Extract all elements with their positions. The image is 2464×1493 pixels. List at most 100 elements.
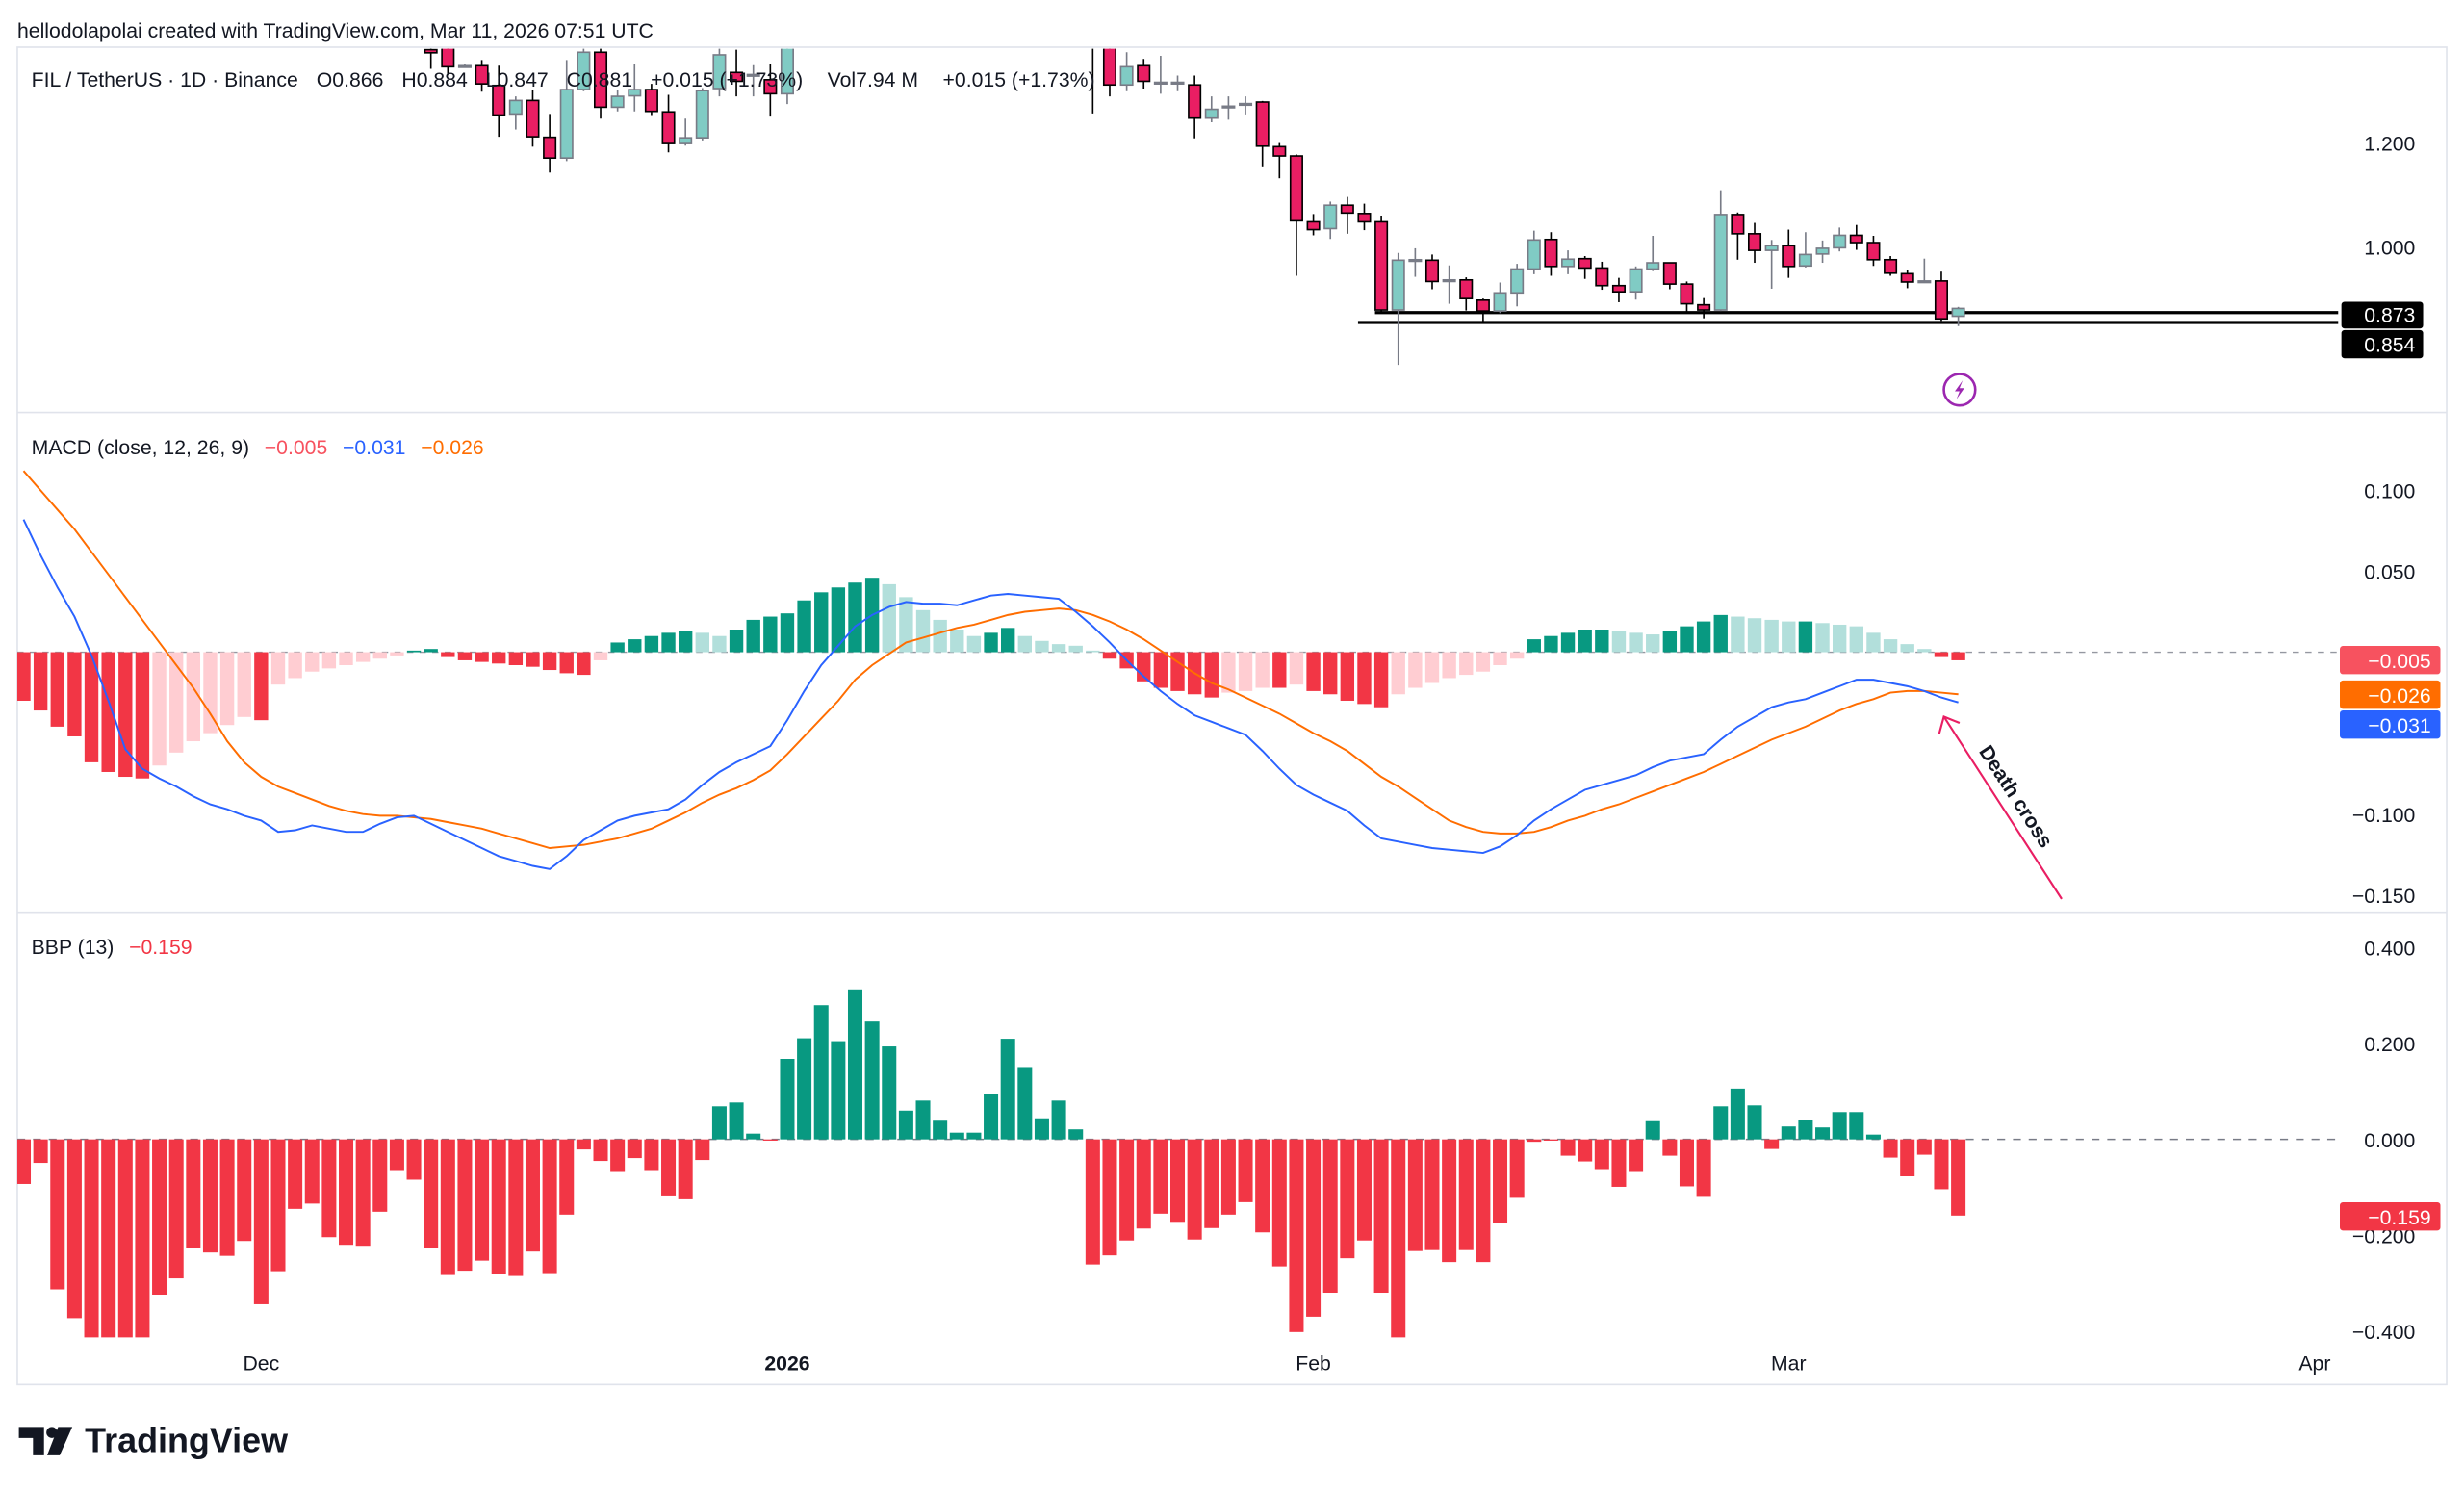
bbp-bar — [1509, 1139, 1525, 1198]
bbp-bar — [593, 1139, 608, 1162]
svg-text:−0.031: −0.031 — [2368, 715, 2431, 737]
candle-down — [1340, 204, 1354, 215]
low-value: 0.847 — [498, 69, 549, 91]
bbp-bar — [304, 1139, 320, 1204]
bbp-bar — [1747, 1105, 1762, 1140]
bbp-bar — [1407, 1139, 1423, 1251]
macd-histogram-bar — [1713, 614, 1728, 653]
macd-histogram-bar — [1102, 652, 1117, 659]
macd-histogram-bar — [1051, 644, 1066, 653]
volume-label: Vol — [828, 69, 856, 91]
bbp-bar — [1136, 1139, 1151, 1229]
candle-up — [1561, 258, 1576, 268]
macd-histogram-bar — [1153, 652, 1168, 688]
lightning-bolt-icon[interactable] — [1942, 373, 1977, 407]
bbp-value-label: −0.159 — [2340, 1201, 2441, 1231]
candle-up — [1170, 81, 1185, 85]
bbp-title: BBP (13) — [32, 937, 115, 959]
candle-down — [1357, 213, 1372, 223]
macd-histogram-bar — [814, 592, 829, 653]
value-axes[interactable]: 1.200 1.000 0.100 0.050 −0.100 −0.150 0.400 0.2… — [2352, 134, 2416, 1344]
price-label-0854: 0.854 — [2341, 329, 2424, 359]
bbp-bar — [915, 1100, 931, 1140]
macd-histogram-bar — [1544, 635, 1558, 653]
svg-text:0.854: 0.854 — [2364, 335, 2415, 357]
bbp-bar — [1356, 1139, 1372, 1241]
macd-histogram-bar — [1662, 631, 1678, 653]
bbp-bar — [729, 1102, 744, 1140]
macd-title: MACD (close, 12, 26, 9) — [32, 437, 249, 459]
macd-legend[interactable]: MACD (close, 12, 26, 9) −0.005 −0.031 −0… — [32, 437, 484, 459]
candle-up — [1408, 258, 1423, 263]
bbp-bar — [1594, 1139, 1609, 1170]
candle-down — [1934, 280, 1948, 321]
macd-line-value: −0.031 — [343, 437, 406, 459]
macd-histogram-bar — [101, 652, 116, 772]
bbp-bar — [1476, 1139, 1491, 1263]
bbp-bar — [1102, 1139, 1117, 1256]
bbp-bar — [797, 1038, 812, 1140]
macd-histogram-bar — [406, 650, 422, 653]
bbp-tick-label: 0.000 — [2364, 1130, 2415, 1152]
macd-signal-value: −0.026 — [421, 437, 484, 459]
macd-histogram-bar — [355, 652, 371, 662]
macd-histogram-bar — [441, 652, 455, 657]
macd-histogram-bar — [1255, 652, 1270, 688]
death-cross-annotation[interactable]: Death cross — [1938, 715, 2063, 900]
bbp-pane[interactable] — [16, 989, 2339, 1355]
bbp-legend[interactable]: BBP (13) −0.159 — [32, 937, 192, 959]
macd-histogram-bar — [50, 652, 64, 727]
bbp-bar — [288, 1139, 303, 1209]
candle-up — [1239, 102, 1253, 107]
macd-histogram-bar — [219, 652, 235, 726]
time-axis[interactable]: Dec 2026 Feb Mar Apr — [243, 1353, 2330, 1376]
macd-histogram-bar — [1696, 621, 1711, 653]
macd-histogram-bar — [67, 652, 82, 736]
candle-down — [1697, 303, 1711, 311]
bbp-bar — [1629, 1139, 1644, 1172]
macd-histogram-bar — [1476, 652, 1491, 672]
macd-pane[interactable] — [16, 470, 2339, 870]
candle-down — [763, 79, 778, 95]
candle-up — [577, 51, 591, 90]
macd-histogram-bar — [1391, 652, 1405, 695]
macd-histogram-bar — [475, 652, 489, 662]
macd-histogram-bar — [1578, 629, 1592, 653]
candle-up — [1493, 292, 1507, 312]
bbp-bar — [1238, 1139, 1253, 1202]
macd-histogram-bar — [1560, 632, 1576, 653]
bbp-bar — [966, 1132, 982, 1140]
macd-histogram-bar — [1764, 619, 1779, 653]
candle-up — [1510, 268, 1525, 295]
macd-histogram-bar — [1866, 632, 1881, 653]
bbp-bar — [440, 1139, 455, 1275]
macd-histogram-bar — [559, 652, 574, 674]
bbp-bar — [406, 1139, 422, 1180]
symbol-legend[interactable]: FIL / TetherUS · 1D · Binance O0.866 H0.… — [32, 69, 1095, 91]
candle-up — [1204, 108, 1219, 119]
macd-histogram-bar — [1815, 623, 1830, 653]
bbp-bar — [762, 1139, 778, 1141]
bbp-bar — [475, 1139, 490, 1261]
bbp-bar — [1527, 1139, 1542, 1143]
candle-down — [1544, 238, 1558, 268]
bbp-bar — [508, 1139, 524, 1276]
bbp-bar — [1340, 1139, 1355, 1259]
bbp-bar — [1493, 1139, 1508, 1223]
price-pane[interactable] — [424, 0, 2339, 366]
arrow-head-icon — [1938, 715, 1961, 734]
bbp-bar — [491, 1139, 506, 1274]
candle-down — [1306, 220, 1321, 231]
candle-up — [457, 64, 472, 68]
tradingview-logo[interactable]: TradingView — [18, 1421, 288, 1460]
candle-up — [1815, 247, 1830, 255]
chart-frame — [16, 46, 2448, 1386]
candle-down — [593, 51, 608, 109]
bbp-value: −0.159 — [129, 937, 192, 959]
candle-down — [1188, 84, 1202, 119]
candle-up — [1713, 214, 1728, 311]
annotation-arrow — [1942, 715, 2063, 900]
macd-histogram-bar — [915, 609, 931, 653]
macd-histogram-bar — [984, 632, 998, 653]
